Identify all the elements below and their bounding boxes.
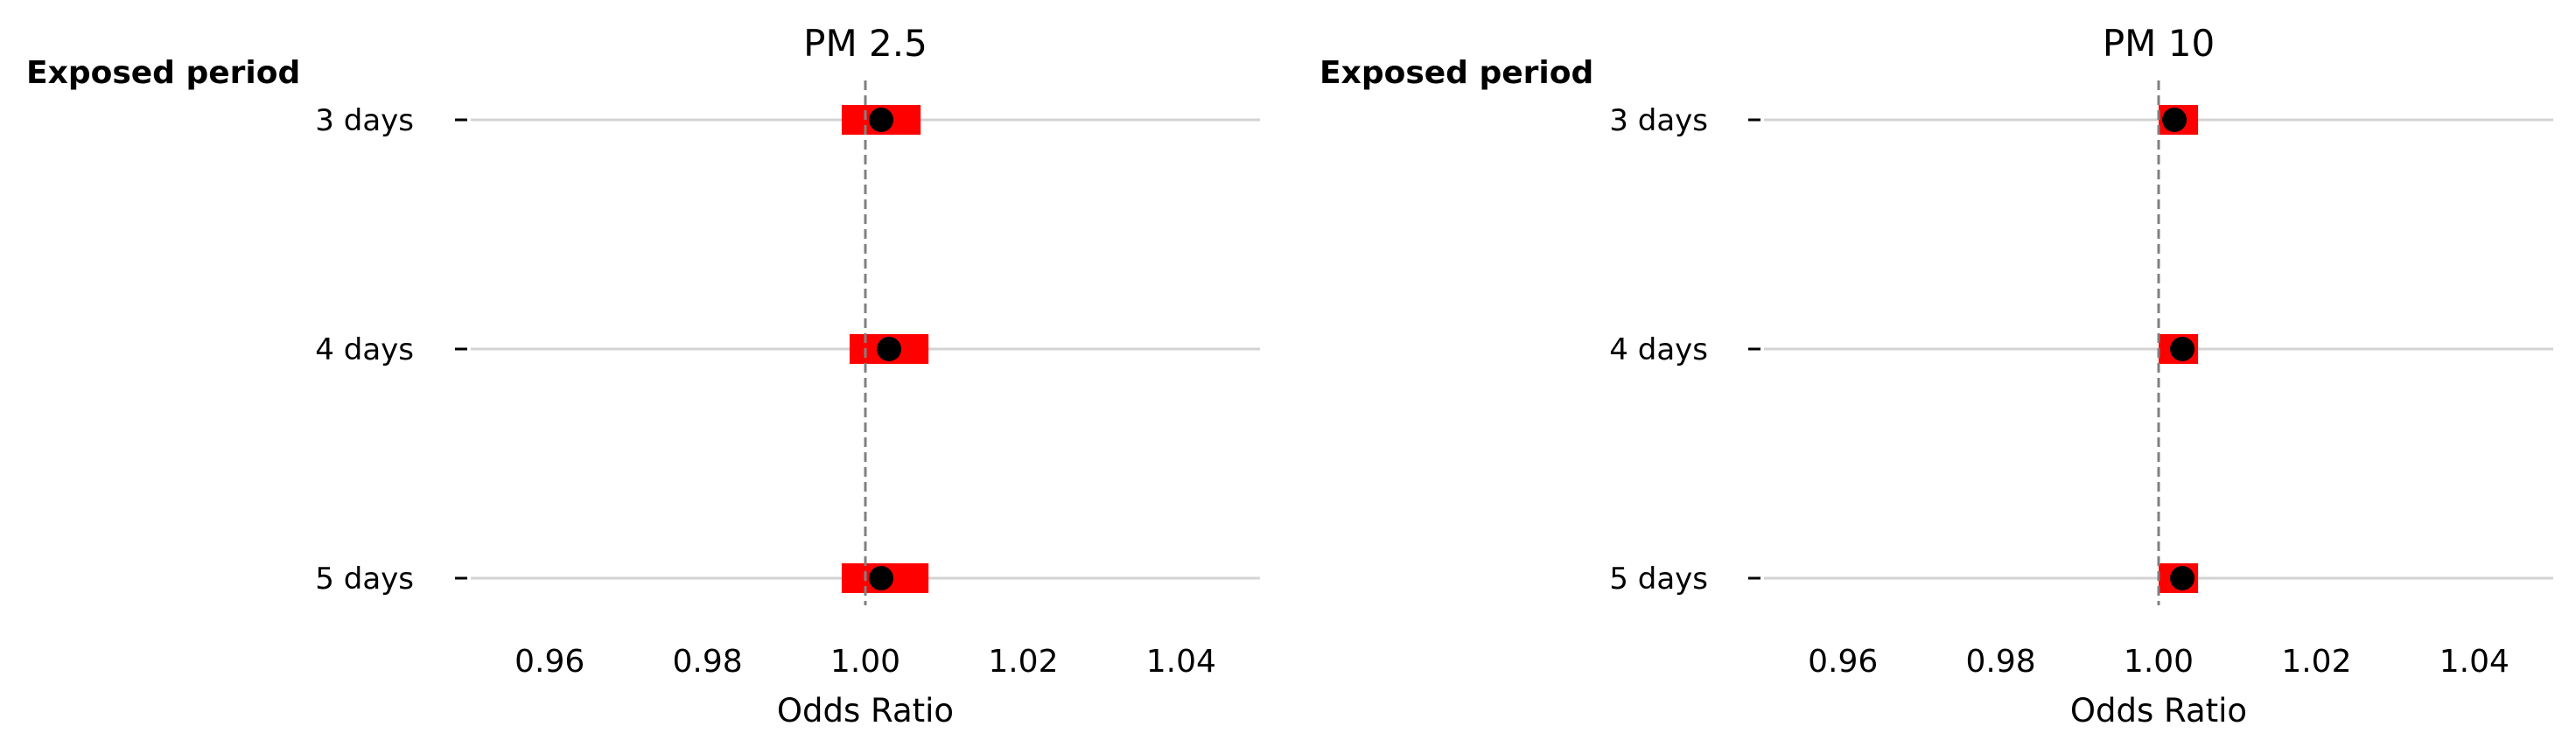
- x-tick-label: 0.98: [1966, 644, 2036, 680]
- category-label: 4 days: [1609, 332, 1708, 367]
- forest-plot-pm10: PM 10 Exposed period Odds Ratio 0.96 0.9…: [1320, 22, 2553, 730]
- x-tick-label: 1.00: [2124, 644, 2194, 680]
- x-tick-label: 0.96: [514, 644, 584, 680]
- x-tick-labels: 0.96 0.98 1.00 1.02 1.04: [514, 644, 1216, 680]
- category-label: 3 days: [315, 103, 414, 138]
- y-header: Exposed period: [1320, 55, 1593, 91]
- y-category-labels: 3 days 4 days 5 days: [1609, 103, 1708, 597]
- y-header: Exposed period: [26, 55, 300, 91]
- category-label: 5 days: [315, 562, 414, 597]
- odds-ratio-point: [2170, 566, 2195, 590]
- category-label: 4 days: [315, 332, 414, 367]
- odds-ratio-point: [2170, 337, 2195, 361]
- x-tick-label: 1.00: [830, 644, 900, 680]
- chart-title: PM 10: [2103, 22, 2215, 65]
- plot-marks: [455, 80, 1260, 605]
- forest-plot-pm25: PM 2.5 Exposed period Odds Ratio 0.96 0.…: [26, 22, 1260, 730]
- category-label: 3 days: [1609, 103, 1708, 138]
- category-label: 5 days: [1609, 562, 1708, 597]
- x-tick-label: 1.02: [988, 644, 1058, 680]
- x-axis-label: Odds Ratio: [777, 692, 954, 730]
- odds-ratio-point: [869, 108, 894, 132]
- chart-title: PM 2.5: [803, 22, 928, 65]
- y-category-labels: 3 days 4 days 5 days: [315, 103, 414, 597]
- x-tick-label: 0.98: [673, 644, 743, 680]
- odds-ratio-point: [869, 566, 894, 590]
- x-tick-label: 1.02: [2281, 644, 2351, 680]
- x-tick-label: 0.96: [1808, 644, 1878, 680]
- odds-ratio-point: [877, 337, 902, 361]
- x-tick-labels: 0.96 0.98 1.00 1.02 1.04: [1808, 644, 2510, 680]
- x-tick-label: 1.04: [2440, 644, 2510, 680]
- x-tick-label: 1.04: [1146, 644, 1216, 680]
- x-axis-label: Odds Ratio: [2070, 692, 2247, 730]
- odds-ratio-point: [2162, 108, 2188, 132]
- plot-marks: [1748, 80, 2553, 605]
